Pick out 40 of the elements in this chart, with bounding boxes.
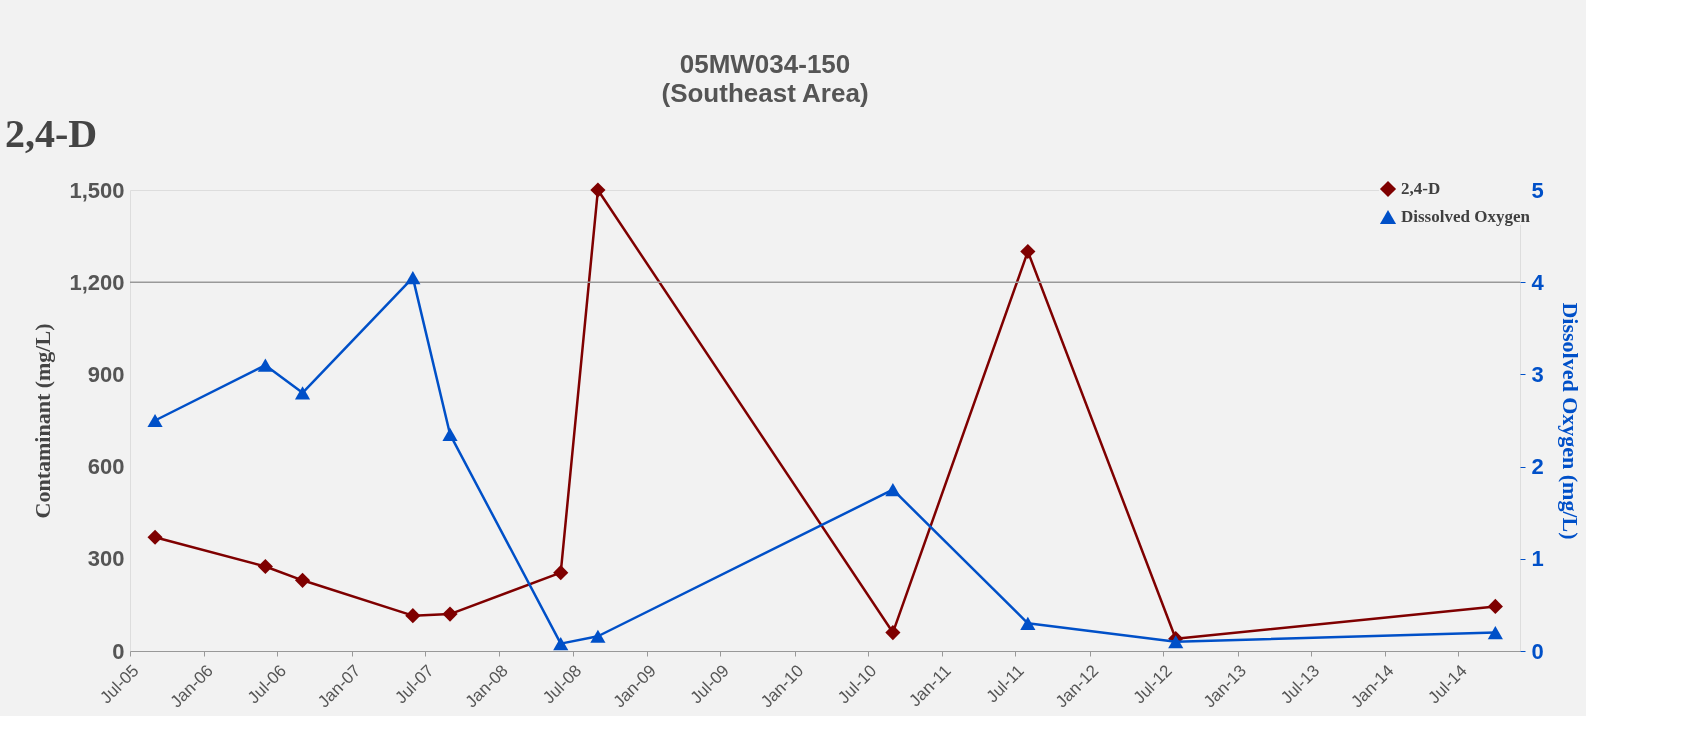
- point: [1168, 635, 1184, 649]
- y-tick-label: 1,200: [69, 269, 125, 295]
- y-axis-title: Contaminant (mg/L): [30, 323, 56, 519]
- y2-tick-label: 5: [1531, 177, 1544, 203]
- y2-tick-label: 4: [1531, 269, 1545, 295]
- point: [885, 483, 901, 497]
- point: [1487, 598, 1503, 615]
- point: [147, 529, 163, 545]
- point: [257, 358, 273, 372]
- text: 2,4-D: [5, 111, 98, 156]
- y-tick-label: 300: [87, 546, 125, 572]
- point: [1020, 616, 1036, 630]
- chart-title: 05MW034-150: [679, 49, 851, 79]
- point: [885, 624, 901, 641]
- y2-tick-label: 0: [1531, 638, 1544, 664]
- point: [294, 386, 311, 400]
- point: [405, 271, 421, 285]
- y2-tick-label: 3: [1531, 361, 1544, 387]
- point: [294, 572, 311, 588]
- point: [553, 565, 569, 581]
- point: [590, 182, 606, 198]
- point: [257, 558, 273, 575]
- point: [147, 413, 163, 428]
- y-tick-label: 900: [87, 361, 125, 387]
- y2-tick-label: 2: [1531, 454, 1544, 480]
- point: [1487, 625, 1503, 640]
- point: [442, 606, 458, 622]
- y2-tick-label: 1: [1531, 546, 1544, 572]
- legend-label: 2,4-D: [1401, 179, 1441, 198]
- y2-axis-title: Dissolved Oxygen (mg/L): [1557, 302, 1583, 540]
- legend-label: Dissolved Oxygen: [1401, 207, 1531, 226]
- point: [553, 637, 569, 651]
- y-tick-label: 600: [87, 454, 125, 480]
- chart-subtitle: (Southeast Area): [661, 78, 869, 108]
- y-tick-label: 0: [112, 638, 125, 664]
- point: [590, 629, 606, 643]
- point: [1020, 243, 1036, 260]
- point: [442, 427, 458, 441]
- y-tick-label: 1,500: [69, 177, 125, 203]
- point: [405, 608, 421, 624]
